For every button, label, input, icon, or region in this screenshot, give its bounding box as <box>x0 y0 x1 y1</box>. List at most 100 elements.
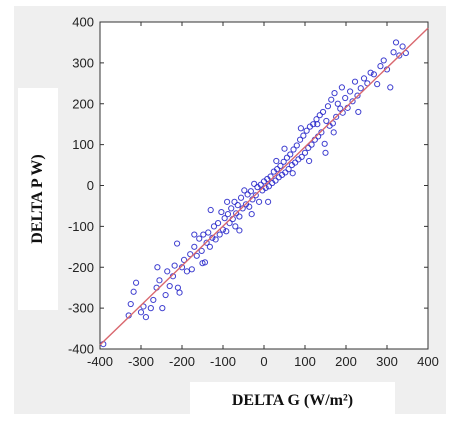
x-tick-label: 0 <box>260 354 267 369</box>
data-point <box>347 88 354 95</box>
data-point <box>324 103 332 110</box>
data-point <box>265 183 273 190</box>
data-point <box>191 243 198 250</box>
data-point <box>322 149 329 156</box>
data-point <box>247 188 254 195</box>
x-tick-label: 300 <box>376 354 398 369</box>
data-point <box>221 215 228 222</box>
data-point <box>231 198 238 205</box>
data-point <box>228 205 235 212</box>
data-point <box>293 142 300 149</box>
data-point <box>328 96 335 103</box>
x-tick-label: 100 <box>294 354 316 369</box>
data-point <box>310 121 317 128</box>
data-point <box>274 166 281 173</box>
data-point <box>237 194 245 201</box>
data-point <box>338 84 345 91</box>
data-point <box>392 39 400 46</box>
data-point <box>285 166 292 173</box>
data-point <box>159 305 166 312</box>
data-point <box>323 117 330 125</box>
data-point <box>191 231 198 238</box>
data-point <box>330 129 337 136</box>
data-point <box>272 177 279 184</box>
data-point <box>360 75 368 82</box>
y-axis-title-box: DELTA P W) <box>18 88 58 310</box>
data-point <box>171 262 178 269</box>
data-point <box>351 78 359 85</box>
data-point <box>212 236 219 243</box>
data-point <box>187 251 194 258</box>
y-tick-label: 200 <box>72 96 94 111</box>
data-point <box>280 158 287 165</box>
x-tick-label: -300 <box>128 354 154 369</box>
data-point <box>283 154 291 161</box>
data-point <box>236 227 243 234</box>
data-point <box>142 314 150 321</box>
data-point <box>154 264 161 271</box>
data-point <box>387 84 394 91</box>
y-tick-label: 300 <box>72 55 94 70</box>
data-point <box>137 309 145 316</box>
data-point <box>297 125 304 132</box>
data-point <box>305 144 312 151</box>
regression-line <box>99 27 429 346</box>
data-point <box>214 220 222 227</box>
data-point <box>301 149 309 156</box>
data-point <box>334 100 341 107</box>
data-point <box>236 213 243 220</box>
data-point <box>255 198 263 205</box>
data-point <box>199 260 206 267</box>
data-point <box>370 71 377 78</box>
data-point <box>162 291 169 299</box>
data-point <box>306 157 313 165</box>
data-point <box>234 202 241 209</box>
data-point <box>150 296 157 304</box>
data-point <box>331 90 338 97</box>
x-tick-label: -200 <box>169 354 195 369</box>
data-point <box>239 205 246 212</box>
data-point <box>287 151 294 158</box>
data-point <box>216 231 223 238</box>
data-point <box>342 94 349 102</box>
data-point <box>178 264 186 271</box>
data-point <box>193 252 200 259</box>
data-point <box>257 181 264 188</box>
data-point <box>355 108 362 116</box>
data-point <box>132 279 140 286</box>
data-point <box>196 235 203 242</box>
data-point <box>296 136 304 143</box>
data-point <box>244 191 251 198</box>
data-point <box>203 239 210 246</box>
data-point <box>224 211 232 218</box>
data-point <box>265 198 272 205</box>
x-tick-label: -400 <box>87 354 113 369</box>
data-point <box>303 127 310 134</box>
y-tick-label: 0 <box>87 178 94 193</box>
data-point <box>314 121 321 128</box>
data-point <box>357 85 364 92</box>
data-point <box>292 159 299 166</box>
data-point <box>316 112 323 119</box>
data-point <box>180 256 188 263</box>
data-point <box>318 129 325 136</box>
data-point <box>246 203 253 210</box>
data-point <box>164 268 171 275</box>
y-axis-title: DELTA P W) <box>29 154 46 244</box>
data-point <box>319 108 327 116</box>
data-point <box>233 210 240 217</box>
data-point <box>377 63 384 70</box>
data-point <box>349 98 356 105</box>
data-point <box>174 284 181 291</box>
x-tick-label: 200 <box>335 354 357 369</box>
data-point <box>127 300 134 308</box>
data-point <box>224 198 231 205</box>
data-point <box>390 49 397 56</box>
data-point <box>354 92 361 99</box>
data-point <box>281 145 288 152</box>
data-point <box>277 162 284 169</box>
data-point <box>147 305 154 312</box>
data-point <box>290 146 297 153</box>
data-point <box>248 211 255 218</box>
data-point <box>300 132 307 139</box>
